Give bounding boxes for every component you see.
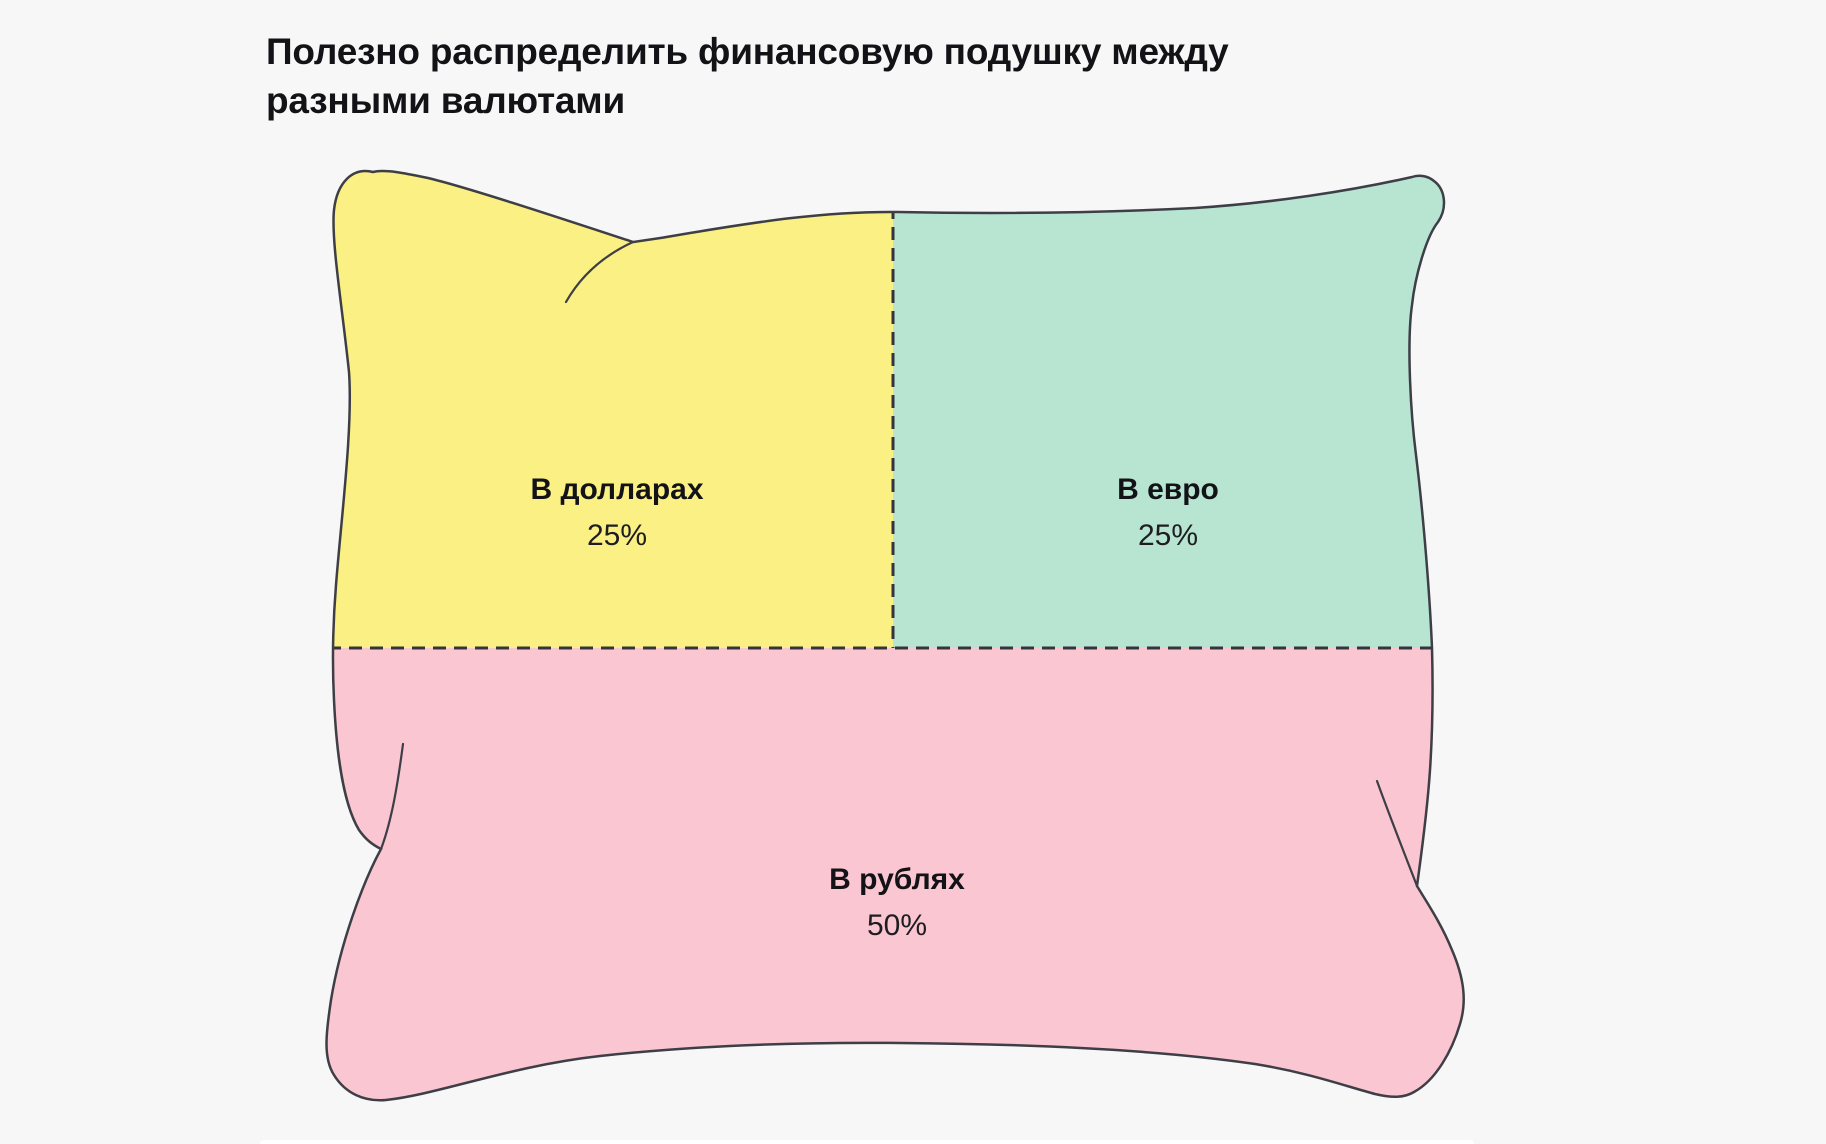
next-card-top-edge bbox=[260, 1140, 1474, 1144]
segment-euro-percent: 25% bbox=[1137, 519, 1199, 552]
segment-euro-label: В евро bbox=[1117, 473, 1219, 506]
segment-dollars-label-group: В долларах 25% bbox=[530, 472, 703, 554]
segment-rubles-fill bbox=[326, 648, 1464, 1101]
page-title: Полезно распределить финансовую подушку … bbox=[266, 27, 1229, 125]
pillow-crease-bottom-left bbox=[379, 742, 405, 851]
segment-rubles-label: В рублях bbox=[829, 863, 965, 896]
segment-dollars-fill bbox=[326, 170, 893, 648]
page-title-line-2: разными валютами bbox=[266, 80, 625, 121]
segment-euro-label-group: В евро 25% bbox=[1117, 472, 1219, 554]
pillow-crease-bottom-right bbox=[1375, 779, 1419, 888]
segment-dollars-label: В долларах bbox=[530, 473, 704, 506]
segment-rubles-percent: 50% bbox=[866, 909, 928, 942]
pillow-outline bbox=[325, 169, 1465, 1102]
segment-dollars-percent: 25% bbox=[586, 519, 648, 552]
segment-rubles-label-group: В рублях 50% bbox=[829, 862, 965, 944]
pillow-crease-top bbox=[564, 240, 635, 304]
page-title-line-1: Полезно распределить финансовую подушку … bbox=[266, 31, 1229, 72]
segment-euro-fill bbox=[893, 170, 1464, 648]
